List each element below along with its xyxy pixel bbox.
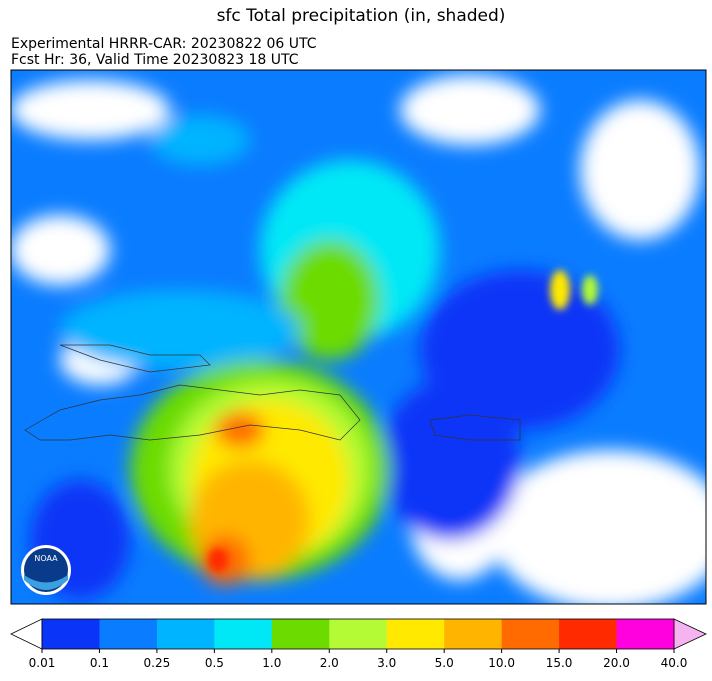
colorbar-swatch xyxy=(214,619,273,649)
colorbar-swatch xyxy=(42,619,100,649)
colorbar-swatch xyxy=(559,619,618,649)
colorbar-tick-label: 10.0 xyxy=(488,656,515,670)
colorbar-tick-label: 1.0 xyxy=(262,656,281,670)
colorbar-swatch xyxy=(444,619,503,649)
colorbar-swatch xyxy=(99,619,158,649)
colorbar-swatch xyxy=(271,619,330,649)
colorbar-tick-label: 40.0 xyxy=(661,656,688,670)
colorbar-swatch xyxy=(616,619,675,649)
subtitle: Fcst Hr: 36, Valid Time 20230823 18 UTC xyxy=(11,52,299,68)
colorbar-tick-label: 0.25 xyxy=(144,656,171,670)
colorbar-tick-label: 2.0 xyxy=(320,656,339,670)
colorbar-swatch xyxy=(156,619,215,649)
colorbar-frame xyxy=(41,618,675,650)
colorbar-swatch xyxy=(386,619,445,649)
colorbar-swatch xyxy=(501,619,560,649)
noaa-logo: NOAA xyxy=(21,545,71,595)
colorbar-tick-label: 5.0 xyxy=(435,656,454,670)
colorbar-tick-label: 0.5 xyxy=(205,656,224,670)
colorbar-under xyxy=(10,618,43,650)
precip-map: NOAA xyxy=(11,70,706,604)
logo-text: NOAA xyxy=(34,554,58,563)
colorbar-tick-label: 0.1 xyxy=(90,656,109,670)
colorbar-tick-label: 3.0 xyxy=(377,656,396,670)
title: sfc Total precipitation (in, shaded) xyxy=(217,6,506,26)
coastline xyxy=(24,344,521,441)
colorbar: 0.01 0.1 0.25 0.5 1.0 2.0 3.0 5.0 10.0 15.0 20.0 40… xyxy=(10,618,707,670)
colorbar-over xyxy=(673,618,707,650)
map-frame xyxy=(10,69,707,605)
colorbar-tick-label: 15.0 xyxy=(546,656,573,670)
subtitle: Experimental HRRR-CAR: 20230822 06 UTC xyxy=(11,36,317,52)
colorbar-swatch xyxy=(329,619,388,649)
colorbar-tick-label: 20.0 xyxy=(603,656,630,670)
colorbar-tick-label: 0.01 xyxy=(29,656,56,670)
